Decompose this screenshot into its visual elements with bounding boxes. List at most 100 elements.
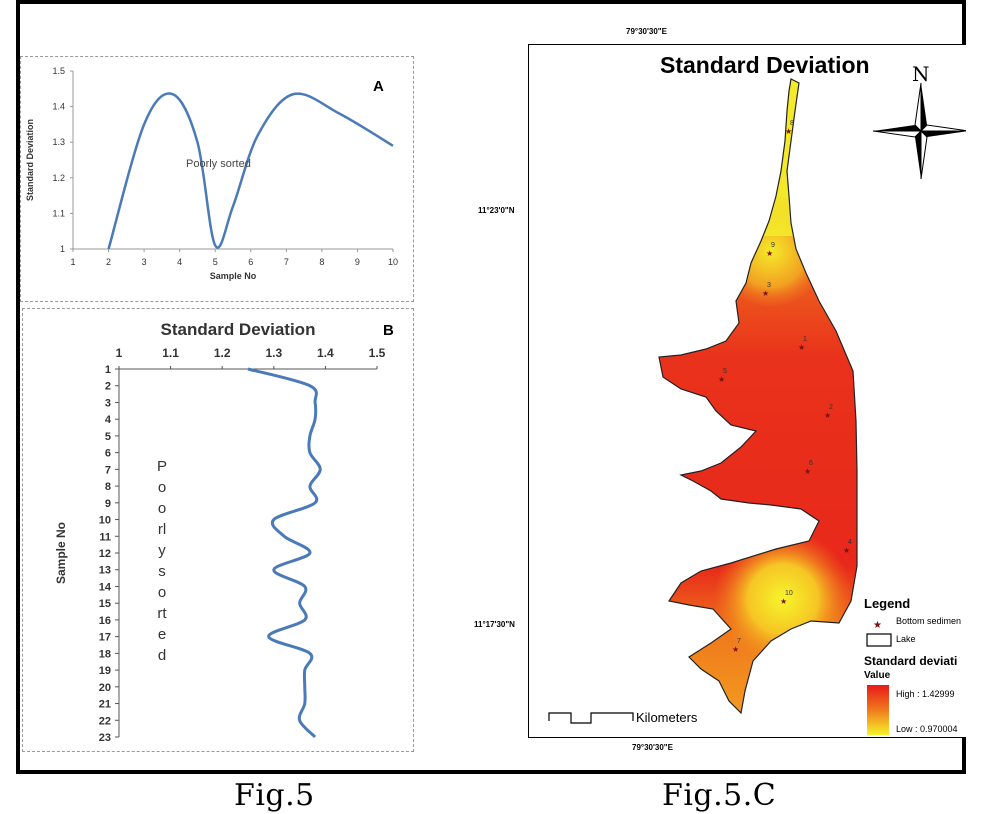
panel-label: A bbox=[373, 78, 384, 95]
x-axis-label: Sample No bbox=[210, 271, 257, 281]
y-tick-label: 1.2 bbox=[52, 173, 65, 183]
y-tick-label: 8 bbox=[105, 481, 111, 493]
x-tick-label: 5 bbox=[213, 257, 218, 267]
y-tick-label: 3 bbox=[105, 397, 111, 409]
x-tick-label: 1 bbox=[70, 257, 75, 267]
y-tick-label: 1 bbox=[105, 364, 111, 376]
x-tick-label: 1.1 bbox=[162, 346, 179, 360]
compass-rose-icon bbox=[872, 82, 966, 180]
y-tick-label: 17 bbox=[99, 632, 111, 644]
chart-a: 1 2 3 4 5 6 7 8 9 10 1 1.1 1.2 1.3 1.4 1.5 Sample No Stan… bbox=[25, 66, 398, 281]
north-label: N bbox=[912, 62, 930, 86]
x-tick-label: 7 bbox=[284, 257, 289, 267]
chart-a-panel: 1 2 3 4 5 6 7 8 9 10 1 1.1 1.2 1.3 1.4 1.5 Sample No Stan… bbox=[20, 56, 414, 302]
sample-points: ★8★9★3★1★5★2★6★4★10★7 bbox=[718, 120, 852, 654]
x-tick-label: 1.5 bbox=[369, 346, 386, 360]
x-tick-label: 1.2 bbox=[214, 346, 231, 360]
sample-point-marker: ★ bbox=[718, 375, 725, 384]
legend-title: Legend bbox=[864, 596, 911, 611]
scale-label: Kilometers bbox=[636, 710, 698, 725]
chart-b-annotation: Poorly sorted bbox=[156, 458, 167, 664]
y-tick-label: 21 bbox=[99, 699, 111, 711]
map-title: Standard Deviation bbox=[660, 52, 870, 78]
y-tick-label: 15 bbox=[99, 598, 111, 610]
x-tick-label: 10 bbox=[388, 257, 398, 267]
y-tick-label: 13 bbox=[99, 565, 111, 577]
x-tick-label: 9 bbox=[355, 257, 360, 267]
caption-fig5c: Fig.5.C bbox=[662, 778, 777, 813]
map-frame: ★ 8 ★ 9 ★ 3 ★ 1 ★ 5 ★ 2 ★ 6 ★ 4 ★ 10 ★ 7 ★ bbox=[528, 44, 966, 738]
y-tick-label: 14 bbox=[99, 581, 112, 593]
legend-lake-label: Lake bbox=[896, 634, 916, 644]
sample-point-label: 2 bbox=[829, 404, 833, 411]
y-axis-label: Sample No bbox=[54, 522, 68, 584]
map-coord-bottom: 79°30'30"E bbox=[632, 743, 673, 752]
legend-high: High : 1.42999 bbox=[896, 689, 955, 699]
sample-point-marker: ★ bbox=[824, 411, 831, 420]
y-tick-label: 1.4 bbox=[52, 102, 65, 112]
map-lat-top: 11°23'0"N bbox=[478, 206, 515, 215]
x-tick-label: 2 bbox=[106, 257, 111, 267]
sample-point-marker: ★ bbox=[798, 343, 805, 352]
y-tick-label: 1.1 bbox=[52, 208, 65, 218]
annotation: Poorly sorted bbox=[186, 158, 251, 170]
y-tick-label: 4 bbox=[105, 414, 112, 426]
x-tick-label: 8 bbox=[319, 257, 324, 267]
map-lat-bottom: 11°17'30"N bbox=[474, 620, 515, 629]
y-tick-label: 5 bbox=[105, 431, 111, 443]
sample-point-marker: ★ bbox=[766, 249, 773, 258]
sample-point-label: 8 bbox=[790, 120, 794, 127]
panel-label: B bbox=[383, 322, 394, 339]
series-line bbox=[107, 92, 394, 250]
svg-text:★: ★ bbox=[873, 620, 882, 631]
y-tick-label: 23 bbox=[99, 732, 111, 744]
y-tick-label: 16 bbox=[99, 615, 111, 627]
map-canvas: ★8★9★3★1★5★2★6★4★10★7 ★ bbox=[548, 78, 966, 735]
x-tick-label: 3 bbox=[142, 257, 147, 267]
chart-b: Standard Deviation B1 1.1 1.2 1.3 1.4 1.512345… bbox=[54, 320, 394, 744]
y-tick-label: 7 bbox=[105, 464, 111, 476]
chart-title: Standard Deviation bbox=[161, 320, 316, 339]
y-tick-label: 22 bbox=[99, 715, 111, 727]
legend-value-label: Value bbox=[864, 670, 891, 681]
y-tick-label: 11 bbox=[99, 531, 111, 543]
legend-low: Low : 0.970004 bbox=[896, 724, 958, 734]
y-axis-label: Standard Deviation bbox=[25, 119, 35, 201]
sample-point-label: 3 bbox=[767, 282, 771, 289]
sample-point-marker: ★ bbox=[785, 127, 792, 136]
y-tick-label: 1 bbox=[60, 244, 65, 254]
sample-point-label: 9 bbox=[771, 242, 775, 249]
x-tick-label: 1 bbox=[116, 346, 123, 360]
y-tick-label: 18 bbox=[99, 648, 111, 660]
sample-point-label: 6 bbox=[809, 460, 813, 467]
x-tick-label: 4 bbox=[177, 257, 182, 267]
x-tick-label: 1.3 bbox=[265, 346, 282, 360]
y-tick-label: 9 bbox=[105, 498, 111, 510]
x-tick-label: 1.4 bbox=[317, 346, 334, 360]
y-tick-label: 2 bbox=[105, 381, 111, 393]
legend-raster-title: Standard deviati bbox=[864, 654, 958, 668]
sample-point-marker: ★ bbox=[780, 597, 787, 606]
scale-bar bbox=[548, 712, 634, 724]
y-tick-label: 20 bbox=[99, 682, 111, 694]
y-tick-label: 12 bbox=[99, 548, 111, 560]
sample-point-label: 1 bbox=[803, 336, 807, 343]
y-tick-label: 1.3 bbox=[52, 137, 65, 147]
sample-point-marker: ★ bbox=[732, 645, 739, 654]
sample-point-label: 7 bbox=[737, 638, 741, 645]
caption-fig5: Fig.5 bbox=[234, 778, 315, 813]
y-tick-label: 19 bbox=[99, 665, 111, 677]
y-tick-label: 6 bbox=[105, 448, 111, 460]
sample-point-marker: ★ bbox=[843, 546, 850, 555]
y-tick-label: 10 bbox=[99, 515, 111, 527]
legend-point-label: Bottom sedimen bbox=[896, 616, 962, 626]
map-legend: Legend Bottom sedimen Lake Standard devi… bbox=[864, 596, 961, 734]
map-coord-top: 79°30'30"E bbox=[626, 27, 667, 36]
sample-point-label: 4 bbox=[848, 539, 852, 546]
chart-b-panel: Standard Deviation B 1 1.1 1.2 1.3 1.4 1.5 1 2 3 4 5… bbox=[22, 308, 414, 752]
sample-point-marker: ★ bbox=[804, 467, 811, 476]
sample-point-label: 5 bbox=[723, 368, 727, 375]
x-tick-label: 6 bbox=[248, 257, 253, 267]
series-line bbox=[247, 367, 322, 739]
y-tick-label: 1.5 bbox=[52, 66, 65, 76]
